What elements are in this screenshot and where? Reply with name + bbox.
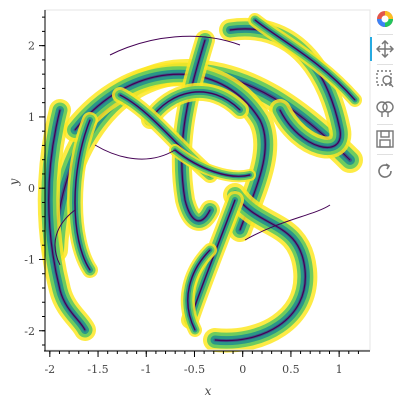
x-axis-label: x [205, 384, 212, 398]
wheel-zoom-icon[interactable] [374, 98, 396, 120]
x-tick-label: -1 [141, 363, 152, 376]
save-icon[interactable] [374, 128, 396, 150]
toolbar-separator [377, 154, 393, 155]
y-tick-label: -2 [24, 325, 35, 338]
y-tick-label: 0 [28, 182, 35, 195]
attractor-points [49, 20, 355, 341]
y-tick-label: 2 [28, 40, 35, 53]
x-tick-label: 0 [239, 363, 246, 376]
x-axis-ticks: -2 -1.5 -1 -0.5 0 0.5 1 [44, 351, 358, 376]
toolbar-separator [377, 64, 393, 65]
active-tool-indicator [370, 37, 372, 61]
x-tick-label: -1.5 [87, 363, 108, 376]
toolbar-separator [377, 34, 393, 35]
y-axis-label: y [7, 178, 21, 186]
y-tick-label: -1 [24, 253, 35, 266]
pan-icon[interactable] [374, 38, 396, 60]
attractor-filament [110, 36, 240, 55]
y-tick-label: 1 [28, 111, 35, 124]
box-zoom-icon[interactable] [374, 68, 396, 90]
toolbar-separator [377, 124, 393, 125]
bokeh-logo-icon[interactable] [374, 8, 396, 30]
x-tick-label: 0.5 [282, 363, 300, 376]
toolbar [370, 4, 400, 194]
x-tick-label: -0.5 [184, 363, 205, 376]
x-tick-label: 1 [336, 363, 343, 376]
x-tick-label: -2 [44, 363, 55, 376]
attractor-filament [95, 145, 175, 159]
reset-icon[interactable] [374, 160, 396, 182]
